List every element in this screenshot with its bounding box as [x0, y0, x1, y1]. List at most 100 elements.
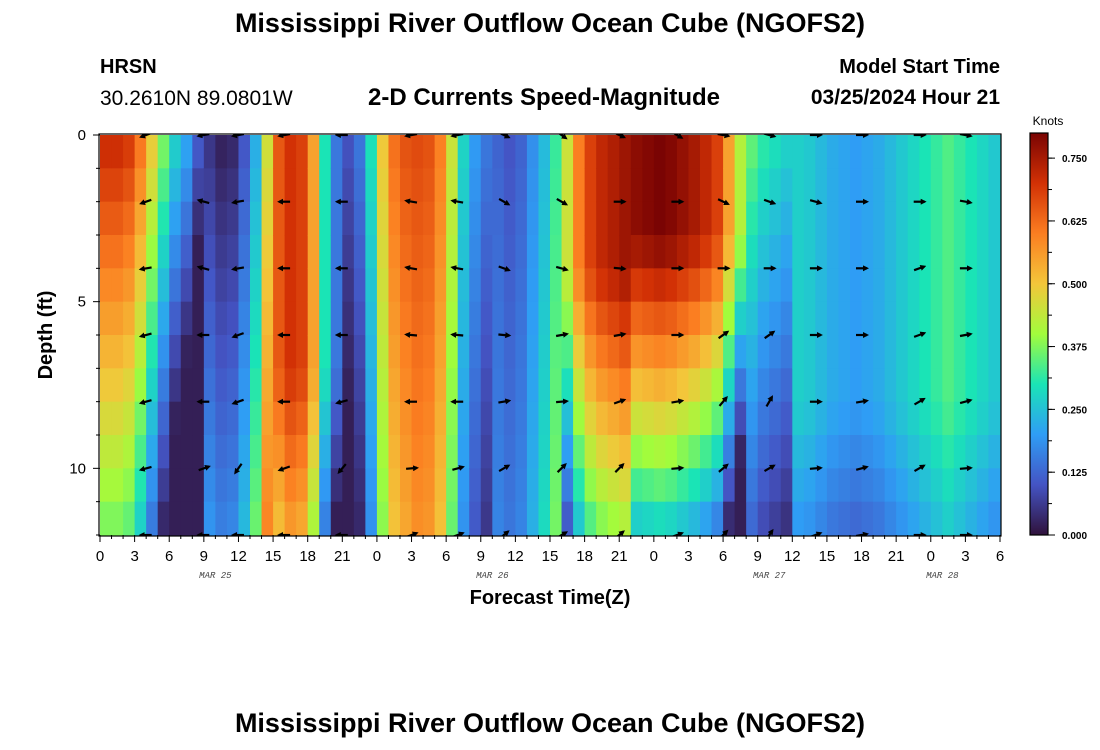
heatmap-cell	[457, 435, 470, 469]
heatmap-cell	[388, 501, 401, 536]
current-arrow	[139, 198, 152, 205]
heatmap-cell	[284, 235, 297, 269]
heatmap-cell	[573, 368, 586, 403]
heatmap-cell	[723, 401, 736, 436]
heatmap-cell	[250, 168, 263, 203]
heatmap-cell	[134, 235, 147, 269]
heatmap-cell	[653, 235, 666, 269]
heatmap-cell	[573, 468, 586, 503]
heatmap-cell	[873, 268, 886, 303]
heatmap-cell	[746, 501, 759, 536]
heatmap-cell	[630, 368, 643, 403]
heatmap-cell	[261, 268, 274, 303]
heatmap-cell	[423, 268, 436, 303]
heatmap-cell	[630, 501, 643, 536]
heatmap-cell	[630, 301, 643, 336]
heatmap-cell	[157, 168, 170, 203]
heatmap-cell	[942, 335, 955, 369]
heatmap-cell	[319, 135, 332, 169]
heatmap-cell	[884, 135, 897, 169]
heatmap-cell	[492, 301, 505, 336]
heatmap-cell	[711, 168, 724, 203]
heatmap-cell	[111, 235, 124, 269]
heatmap-cell	[596, 368, 609, 403]
heatmap-cell	[919, 435, 932, 469]
heatmap-cell	[250, 468, 263, 503]
heatmap-cell	[250, 368, 263, 403]
heatmap-cell	[780, 268, 793, 303]
heatmap-cell	[676, 501, 690, 536]
heatmap-cell	[400, 235, 413, 269]
current-arrow	[855, 465, 869, 471]
heatmap-cell	[411, 301, 424, 336]
heatmap-cell	[550, 368, 563, 403]
heatmap-cell	[215, 235, 228, 269]
heatmap-cell	[273, 435, 286, 469]
heatmap-cell	[884, 468, 897, 503]
heatmap-cell	[526, 335, 540, 369]
heatmap-cell	[596, 335, 609, 369]
heatmap-cell	[919, 468, 932, 503]
heatmap-cell	[584, 168, 597, 203]
current-arrow	[763, 198, 777, 205]
heatmap-cell	[353, 368, 366, 403]
heatmap-cell	[988, 401, 1001, 436]
heatmap-cell	[307, 268, 320, 303]
heatmap-cell	[238, 435, 251, 469]
heatmap-cell	[919, 168, 932, 203]
current-arrow	[138, 465, 152, 472]
heatmap-cell	[226, 301, 240, 336]
heatmap-cell	[100, 468, 113, 503]
heatmap-cell	[884, 335, 897, 369]
heatmap-cell	[711, 135, 724, 169]
heatmap-cell	[780, 468, 793, 503]
heatmap-cell	[146, 201, 159, 236]
heatmap-cell	[573, 168, 586, 203]
heatmap-cell	[146, 368, 159, 403]
current-arrow	[138, 399, 152, 405]
heatmap-cell	[226, 435, 240, 469]
heatmap-cell	[988, 168, 1001, 203]
heatmap-cell	[803, 468, 816, 503]
heatmap-cell	[446, 335, 459, 369]
heatmap-cell	[792, 135, 805, 169]
heatmap-cell	[700, 235, 713, 269]
heatmap-cell	[376, 368, 390, 403]
heatmap-cell	[700, 368, 713, 403]
heatmap-cell	[169, 201, 182, 236]
heatmap-cell	[492, 368, 505, 403]
heatmap-cell	[226, 501, 240, 536]
heatmap-cell	[319, 268, 332, 303]
heatmap-cell	[607, 235, 620, 269]
heatmap-cell	[353, 268, 366, 303]
heatmap-cell	[307, 335, 320, 369]
heatmap-cell	[630, 435, 643, 469]
heatmap-cell	[757, 368, 770, 403]
current-arrow	[764, 330, 776, 340]
heatmap-cell	[180, 168, 193, 203]
heatmap-cell	[700, 268, 713, 303]
heatmap-cell	[526, 168, 540, 203]
heatmap-cell	[353, 468, 366, 503]
heatmap-cell	[203, 135, 216, 169]
heatmap-cell	[261, 301, 274, 336]
current-arrow	[404, 331, 418, 338]
heatmap-cell	[803, 135, 816, 169]
heatmap-cell	[365, 135, 378, 169]
heatmap-cell	[284, 401, 297, 436]
heatmap-cell	[965, 301, 978, 336]
heatmap-cell	[261, 501, 274, 536]
heatmap-cell	[469, 135, 482, 169]
heatmap-cell	[907, 468, 920, 503]
heatmap-cell	[480, 201, 493, 236]
heatmap-cell	[296, 135, 309, 169]
heatmap-cell	[319, 401, 332, 436]
heatmap-cell	[780, 501, 793, 536]
heatmap-cell	[284, 168, 297, 203]
heatmap-cell	[261, 401, 274, 436]
heatmap-cell	[284, 435, 297, 469]
heatmap-cell	[907, 268, 920, 303]
heatmap-cell	[965, 268, 978, 303]
heatmap-cell	[480, 235, 493, 269]
heatmap-cell	[953, 335, 966, 369]
